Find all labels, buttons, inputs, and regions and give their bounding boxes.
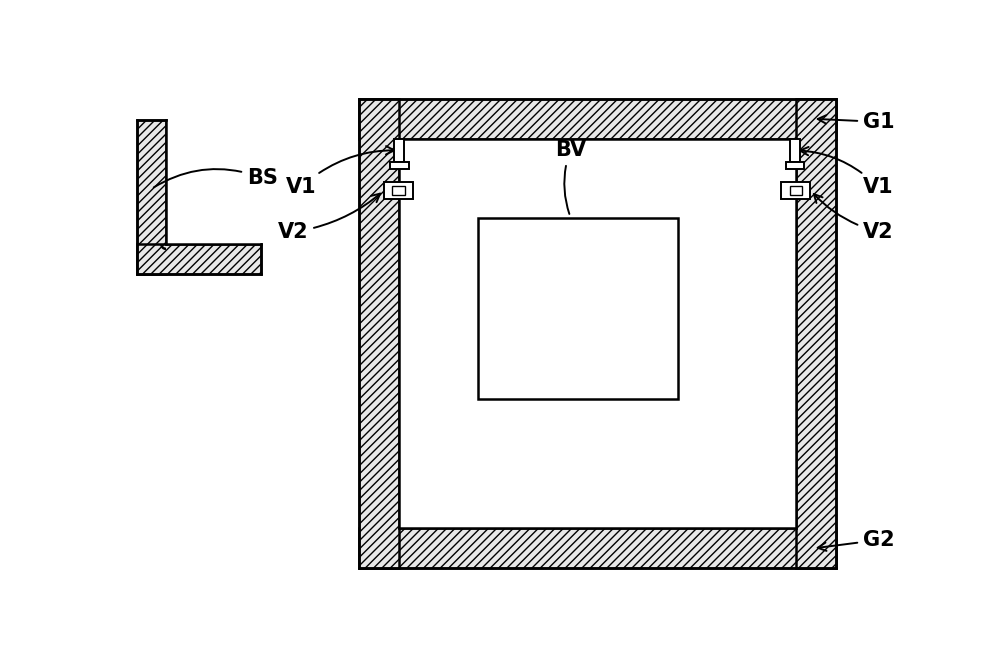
Bar xyxy=(394,138,404,162)
Bar xyxy=(786,162,804,169)
Bar xyxy=(392,186,405,195)
Bar xyxy=(796,99,836,569)
Bar xyxy=(137,120,166,274)
Text: BS: BS xyxy=(154,168,278,188)
Bar xyxy=(790,186,802,195)
Bar xyxy=(390,162,409,169)
Text: G1: G1 xyxy=(818,112,894,132)
Text: G2: G2 xyxy=(818,530,894,551)
Bar xyxy=(790,138,800,162)
Text: V1: V1 xyxy=(286,146,394,197)
Bar xyxy=(384,182,413,199)
Text: V2: V2 xyxy=(814,194,893,242)
Bar xyxy=(358,529,836,569)
Text: V1: V1 xyxy=(800,147,893,197)
Bar xyxy=(399,138,796,529)
Text: BV: BV xyxy=(555,140,586,214)
Bar xyxy=(781,182,810,199)
Bar xyxy=(358,99,836,138)
Bar xyxy=(358,99,399,569)
Bar xyxy=(166,120,261,244)
Text: V2: V2 xyxy=(278,193,380,242)
Bar xyxy=(478,218,678,399)
Bar xyxy=(137,244,261,274)
